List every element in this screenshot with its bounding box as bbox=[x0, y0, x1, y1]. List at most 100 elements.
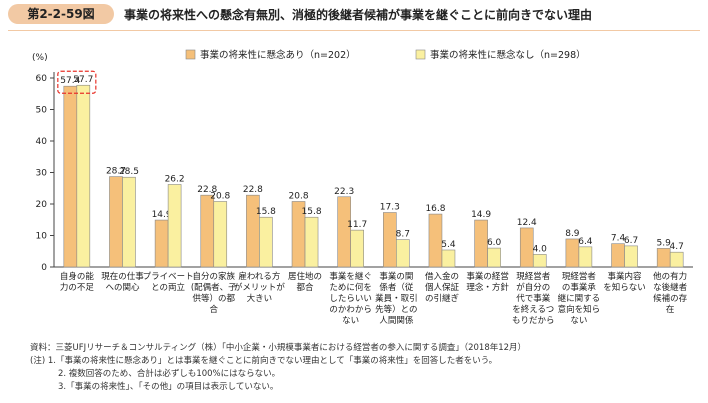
category-label: 理念・方針 bbox=[466, 282, 509, 293]
value-label-concern-no: 28.5 bbox=[119, 167, 139, 177]
bar-concern-no bbox=[213, 201, 228, 268]
category-label: 事業を継ぐ bbox=[329, 271, 372, 282]
category-label: 事業内容 bbox=[608, 271, 643, 282]
category-label: を知らない bbox=[603, 282, 646, 293]
source-note: 資料：三菱UFJリサーチ＆コンサルティング（株）「中小企業・小規模事業者における… bbox=[30, 343, 527, 353]
category-label: 事業の経営 bbox=[466, 271, 509, 282]
y-tick-label: 10 bbox=[36, 232, 48, 242]
value-label-concern-no: 6.4 bbox=[578, 237, 593, 247]
category-label: を終えるつ bbox=[512, 304, 554, 315]
category-label: が自分の bbox=[516, 282, 550, 293]
category-label: したらいい bbox=[329, 294, 372, 304]
bar-concern-no bbox=[578, 246, 593, 268]
bar-concern-no bbox=[76, 84, 91, 268]
legend-label-concern-yes: 事業の将来性に懸念あり（n=202） bbox=[200, 49, 356, 61]
category-label: な後継者 bbox=[653, 282, 688, 293]
category-label: プライベート bbox=[143, 272, 194, 282]
category-label: 現在の仕事 bbox=[101, 271, 144, 282]
bar-concern-no bbox=[441, 249, 456, 268]
value-label-concern-yes: 8.9 bbox=[565, 229, 580, 239]
bar-concern-no bbox=[487, 247, 501, 268]
category-label: 借入金の bbox=[425, 271, 459, 282]
bar-concern-no bbox=[122, 176, 136, 268]
value-label-concern-yes: 14.9 bbox=[152, 210, 172, 220]
category-label: ない bbox=[570, 316, 587, 326]
y-axis-unit: (%) bbox=[32, 53, 48, 63]
bar-concern-yes bbox=[474, 219, 488, 268]
category-label: 都合 bbox=[297, 282, 315, 293]
y-tick-label: 50 bbox=[36, 106, 48, 116]
category-label: 在 bbox=[666, 304, 675, 315]
category-label: (配偶者、子 bbox=[191, 282, 237, 293]
category-label: の引継ぎ bbox=[425, 293, 460, 304]
value-label-concern-no: 15.8 bbox=[256, 207, 276, 217]
category-label: ために何を bbox=[329, 282, 372, 293]
bar-concern-no bbox=[532, 254, 547, 268]
category-label: 業員・取引 bbox=[375, 293, 418, 304]
note-3: 3.「事業の将来性」、「その他」の項目は表示していない。 bbox=[58, 382, 279, 392]
legend-swatch-concern-no bbox=[415, 49, 426, 60]
bar-concern-yes bbox=[337, 196, 351, 268]
title-divider bbox=[8, 30, 700, 31]
value-label-concern-no: 57.7 bbox=[73, 75, 93, 85]
value-label-concern-no: 8.7 bbox=[396, 230, 410, 240]
category-label: ない bbox=[342, 316, 359, 326]
category-label: 候補の存 bbox=[653, 293, 688, 304]
category-label: 他の有力 bbox=[653, 271, 687, 282]
category-label: もりだから bbox=[512, 316, 555, 326]
value-label-concern-no: 26.2 bbox=[165, 174, 185, 184]
y-tick-label: 20 bbox=[36, 200, 48, 210]
category-label: 代で事業 bbox=[516, 293, 551, 304]
note-2: 2. 複数回答のため、合計は必ずしも100%にはならない。 bbox=[58, 369, 281, 379]
legend-label-concern-no: 事業の将来性に懸念なし（n=298） bbox=[430, 49, 586, 61]
category-label: 意向を知ら bbox=[558, 304, 601, 315]
bar-concern-yes bbox=[154, 219, 169, 268]
figure-title: 事業の将来性への懸念有無別、消極的後継者候補が事業を継ぐことに前向きでない理由 bbox=[124, 8, 593, 22]
value-label-concern-yes: 22.8 bbox=[243, 185, 263, 195]
bar-concern-yes bbox=[611, 243, 625, 268]
value-label-concern-no: 6.7 bbox=[624, 236, 638, 246]
bar-concern-yes bbox=[200, 194, 215, 268]
y-tick-label: 0 bbox=[41, 263, 47, 273]
bar-concern-no bbox=[396, 239, 410, 268]
value-label-concern-no: 5.4 bbox=[441, 240, 456, 250]
category-label: 居住地の bbox=[288, 271, 322, 282]
bar-concern-yes bbox=[428, 213, 443, 268]
bar-concern-yes bbox=[519, 227, 534, 268]
value-label-concern-no: 11.7 bbox=[347, 220, 367, 230]
category-label: 力の不足 bbox=[60, 282, 95, 293]
value-label-concern-yes: 57.4 bbox=[60, 76, 80, 86]
value-label-concern-no: 15.8 bbox=[302, 207, 322, 217]
value-label-concern-yes: 16.8 bbox=[425, 204, 445, 214]
value-label-concern-yes: 17.3 bbox=[380, 203, 400, 213]
category-label: 先等）との bbox=[375, 304, 417, 315]
bar-concern-no bbox=[259, 216, 273, 268]
value-label-concern-no: 4.0 bbox=[533, 244, 548, 254]
highlight-box bbox=[57, 70, 97, 94]
value-label-concern-yes: 7.4 bbox=[611, 234, 626, 244]
category-label: 人間関係 bbox=[379, 316, 414, 326]
category-label: 合 bbox=[209, 304, 218, 315]
category-label: 継に関する bbox=[558, 293, 601, 304]
category-label: 大きい bbox=[247, 293, 273, 304]
y-tick-label: 30 bbox=[36, 169, 48, 179]
bar-concern-yes bbox=[656, 248, 671, 268]
bar-concern-no bbox=[624, 245, 638, 268]
category-label: 現経営者 bbox=[516, 271, 551, 282]
figure-number-badge: 第2-2-59図 bbox=[8, 4, 114, 24]
bar-concern-yes bbox=[383, 212, 397, 268]
y-tick-label: 60 bbox=[36, 74, 48, 84]
category-label: 係者（従 bbox=[379, 282, 414, 293]
category-label: のかわから bbox=[329, 305, 372, 315]
bar-concern-no bbox=[167, 184, 182, 268]
category-label: 供等）の都 bbox=[192, 293, 235, 304]
value-label-concern-yes: 22.3 bbox=[334, 187, 354, 197]
value-label-concern-yes: 14.9 bbox=[471, 210, 491, 220]
bar-concern-yes bbox=[63, 85, 78, 268]
note-1: (注) 1.「事業の将来性に懸念あり」とは事業を継ぐことに前向きでない理由として… bbox=[30, 356, 498, 366]
bar-concern-yes bbox=[109, 176, 123, 268]
value-label-concern-no: 4.7 bbox=[670, 242, 684, 252]
value-label-concern-yes: 22.8 bbox=[197, 185, 217, 195]
